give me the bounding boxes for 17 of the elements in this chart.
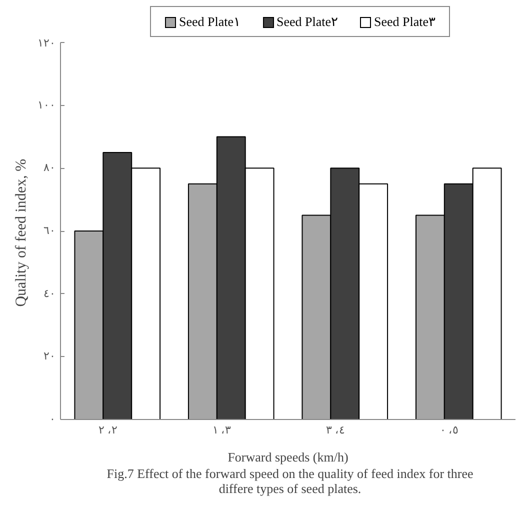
legend-label: Seed Plate٣ — [374, 14, 436, 29]
legend-label: Seed Plate٢ — [276, 14, 338, 29]
y-tick-label: ٢٠ — [44, 350, 56, 363]
legend-label: Seed Plate١ — [179, 14, 241, 29]
x-tick-label: ٢، ٢ — [98, 424, 118, 437]
x-tick-label: ٣، ١ — [212, 424, 232, 437]
y-axis-title: Quality of feed index, % — [14, 159, 30, 308]
caption: Fig.7 Effect of the forward speed on the quality of feed index for three differe types of seed plates. — [106, 466, 474, 496]
y-tick-label: ٨٠ — [44, 162, 56, 174]
y-tick-label: ٠ — [50, 414, 56, 426]
y-tick-label: ٤٠ — [44, 288, 56, 300]
y-tick-label: ١٢٠ — [38, 38, 56, 50]
x-axis-title: Forward speeds (km/h) — [228, 450, 348, 465]
y-tick-label: ١٠٠ — [38, 100, 56, 112]
x-tick-label: ٥، ٠ — [440, 424, 459, 437]
x-tick-label: ٤، ٣ — [326, 424, 345, 437]
y-tick-label: ٦٠ — [44, 225, 56, 238]
